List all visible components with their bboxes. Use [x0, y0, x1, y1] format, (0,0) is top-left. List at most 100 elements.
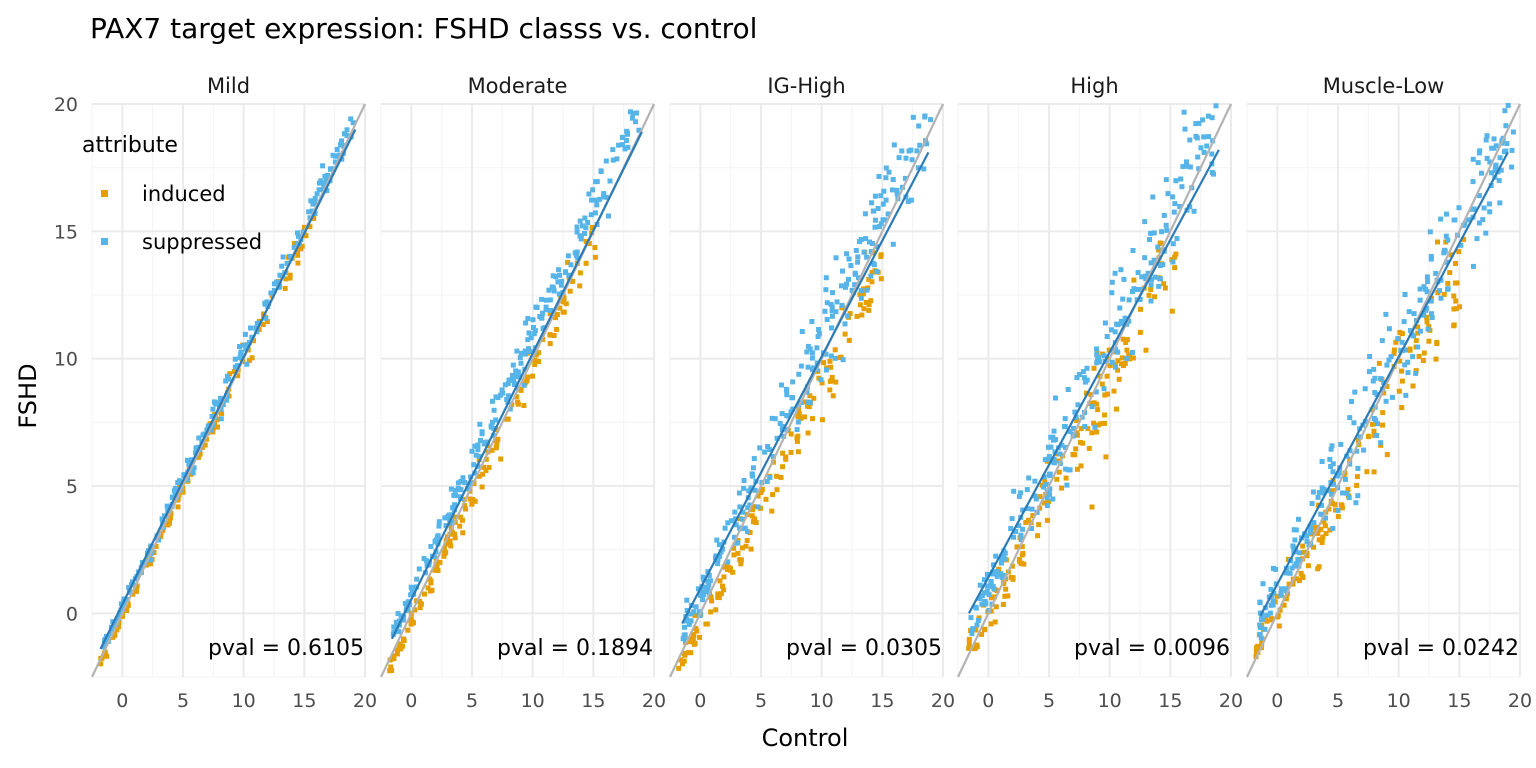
- data-point-suppressed: [1319, 502, 1325, 508]
- data-point-suppressed: [625, 144, 631, 150]
- data-point-induced: [394, 647, 400, 653]
- data-point-induced: [307, 224, 313, 230]
- data-point-induced: [1161, 281, 1167, 287]
- data-point-suppressed: [1084, 365, 1090, 371]
- data-point-induced: [807, 393, 813, 399]
- data-point-suppressed: [728, 518, 734, 524]
- data-point-suppressed: [742, 525, 748, 531]
- data-point-suppressed: [1402, 362, 1408, 368]
- data-point-suppressed: [977, 582, 983, 588]
- data-point-suppressed: [1201, 134, 1207, 140]
- data-point-suppressed: [510, 362, 516, 368]
- data-point-induced: [988, 621, 994, 627]
- data-point-suppressed: [1342, 476, 1348, 482]
- data-point-suppressed: [985, 571, 990, 577]
- data-point-induced: [1369, 407, 1375, 413]
- data-point-suppressed: [156, 537, 162, 543]
- data-point-induced: [441, 553, 447, 559]
- data-point-induced: [1364, 469, 1370, 475]
- data-point-induced: [974, 644, 980, 650]
- data-point-suppressed: [556, 267, 562, 273]
- data-point-induced: [1281, 602, 1287, 608]
- fit-line: [681, 151, 930, 625]
- data-point-suppressed: [886, 169, 892, 175]
- data-point-suppressed: [514, 385, 520, 391]
- data-point-suppressed: [550, 273, 556, 279]
- data-point-induced: [425, 585, 431, 591]
- data-point-suppressed: [1476, 193, 1482, 199]
- data-point-suppressed: [334, 147, 340, 152]
- data-point-induced: [973, 627, 979, 633]
- data-point-suppressed: [684, 607, 690, 613]
- legend: attribute induced suppressed: [82, 133, 262, 254]
- data-point-suppressed: [750, 465, 756, 471]
- data-point-suppressed: [1489, 170, 1494, 176]
- data-point-induced: [982, 626, 988, 632]
- data-point-suppressed: [1147, 237, 1152, 242]
- data-point-induced: [1173, 251, 1179, 257]
- data-point-induced: [993, 604, 999, 610]
- data-point-induced: [401, 636, 406, 642]
- data-point-induced: [567, 288, 573, 294]
- data-point-induced: [1339, 505, 1345, 511]
- data-point-suppressed: [1330, 461, 1336, 467]
- data-point-suppressed: [828, 353, 834, 359]
- data-point-suppressed: [858, 288, 864, 294]
- data-point-induced: [311, 215, 317, 221]
- data-point-induced: [589, 225, 595, 230]
- data-point-suppressed: [209, 427, 214, 433]
- data-point-induced: [1399, 331, 1405, 337]
- data-point-induced: [811, 395, 817, 401]
- data-point-suppressed: [1046, 472, 1052, 477]
- data-point-suppressed: [1386, 326, 1392, 332]
- data-point-suppressed: [794, 427, 800, 433]
- data-point-suppressed: [1142, 255, 1148, 261]
- data-point-suppressed: [1353, 500, 1359, 506]
- data-point-induced: [751, 504, 757, 510]
- data-point-induced: [1102, 392, 1108, 398]
- data-point-induced: [570, 278, 576, 284]
- data-point-suppressed: [320, 163, 326, 169]
- data-point-induced: [795, 414, 801, 420]
- data-point-induced: [592, 245, 598, 250]
- data-point-induced: [796, 407, 802, 413]
- data-point-suppressed: [1059, 442, 1065, 448]
- data-point-induced: [483, 456, 489, 462]
- data-point-induced: [819, 417, 825, 423]
- data-point-suppressed: [393, 619, 399, 625]
- data-point-suppressed: [317, 180, 322, 186]
- data-point-suppressed: [1491, 136, 1497, 142]
- data-point-suppressed: [1148, 277, 1154, 283]
- data-point-suppressed: [1470, 179, 1476, 185]
- data-point-induced: [287, 275, 293, 281]
- data-point-induced: [553, 315, 558, 321]
- data-point-suppressed: [500, 390, 506, 396]
- data-point-induced: [196, 454, 202, 460]
- data-point-induced: [1305, 563, 1311, 569]
- data-point-suppressed: [1479, 170, 1484, 176]
- data-point-suppressed: [1033, 496, 1039, 502]
- data-point-suppressed: [874, 269, 880, 275]
- data-point-suppressed: [196, 435, 202, 441]
- data-point-suppressed: [717, 553, 723, 559]
- data-point-suppressed: [1044, 495, 1050, 501]
- data-point-suppressed: [1209, 151, 1215, 157]
- data-point-suppressed: [1195, 154, 1201, 160]
- data-point-induced: [1345, 487, 1351, 492]
- data-point-induced: [866, 307, 872, 313]
- data-point-suppressed: [1050, 496, 1056, 502]
- data-point-induced: [1021, 561, 1027, 567]
- legend-swatch-suppressed: [101, 238, 108, 245]
- data-point-suppressed: [572, 250, 578, 256]
- data-point-suppressed: [636, 127, 642, 133]
- data-point-suppressed: [1057, 451, 1063, 457]
- data-point-induced: [1018, 560, 1024, 566]
- data-point-suppressed: [1509, 164, 1515, 170]
- data-point-induced: [794, 438, 800, 444]
- data-point-suppressed: [1283, 586, 1289, 592]
- data-point-induced: [1441, 291, 1447, 297]
- data-point-suppressed: [268, 290, 274, 296]
- data-point-suppressed: [816, 327, 822, 332]
- data-point-suppressed: [400, 617, 406, 623]
- data-point-suppressed: [975, 617, 981, 623]
